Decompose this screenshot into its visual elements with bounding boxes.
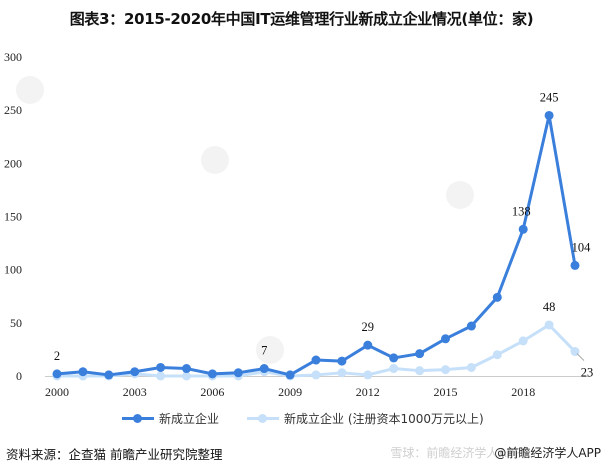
x-tick-label: 2000 [45, 385, 69, 399]
data-point[interactable] [544, 320, 554, 330]
data-point[interactable] [207, 369, 217, 379]
data-point[interactable] [492, 350, 502, 360]
y-tick-label: 100 [4, 263, 22, 277]
data-point[interactable] [78, 367, 88, 377]
x-tick-label: 2009 [278, 385, 302, 399]
legend-marker-dark-icon [122, 414, 154, 423]
footer-credit: 雪球：前瞻经济学人APP @前瞻经济学人APP [390, 444, 601, 461]
y-tick-label: 150 [4, 210, 22, 224]
y-tick-label: 0 [16, 369, 22, 383]
data-point[interactable] [130, 367, 140, 377]
legend: 新成立企业 新成立企业 (注册资本1000万元以上) [0, 410, 603, 430]
chart-title: 图表3：2015-2020年中国IT运维管理行业新成立企业情况(单位：家) [69, 10, 534, 28]
data-labels: 2 7 29 138 245 104 48 23 [54, 90, 593, 379]
data-point[interactable] [492, 292, 502, 302]
data-point[interactable] [389, 353, 399, 363]
data-label: 2 [54, 349, 60, 363]
data-point[interactable] [466, 362, 476, 372]
data-point[interactable] [518, 336, 528, 346]
data-point[interactable] [311, 370, 321, 380]
y-tick-label: 50 [10, 316, 22, 330]
credit-text: @前瞻经济学人APP [494, 446, 601, 460]
legend-item-large-capital[interactable]: 新成立企业 (注册资本1000万元以上) [247, 410, 484, 427]
data-point[interactable] [363, 370, 373, 380]
legend-item-all[interactable]: 新成立企业 [122, 410, 219, 427]
data-point[interactable] [182, 364, 191, 374]
data-point[interactable] [285, 370, 295, 380]
watermark-logos [16, 76, 474, 364]
data-point[interactable] [311, 355, 321, 365]
data-label: 104 [572, 240, 592, 254]
data-point[interactable] [441, 334, 450, 344]
data-point[interactable] [415, 349, 425, 359]
data-point[interactable] [259, 364, 269, 374]
y-tick-label: 200 [4, 156, 22, 170]
data-point[interactable] [337, 368, 347, 378]
y-tick-label: 300 [4, 50, 22, 64]
x-tick-label: 2006 [200, 385, 224, 399]
data-point[interactable] [104, 370, 114, 380]
data-point[interactable] [415, 366, 425, 376]
data-point[interactable] [156, 371, 166, 381]
data-point[interactable] [570, 260, 580, 270]
x-tick-label: 2003 [123, 385, 147, 399]
y-axis: 0 50 100 150 200 250 300 [4, 50, 22, 383]
data-point[interactable] [233, 368, 243, 378]
data-point[interactable] [544, 110, 554, 120]
data-label: 48 [543, 300, 556, 314]
legend-marker-light-icon [247, 414, 279, 423]
legend-label: 新成立企业 [159, 412, 220, 426]
x-tick-label: 2018 [511, 385, 535, 399]
data-label: 23 [581, 366, 594, 380]
data-point[interactable] [363, 340, 373, 350]
x-tick-label: 2012 [356, 385, 380, 399]
legend-label: 新成立企业 (注册资本1000万元以上) [284, 412, 484, 426]
data-label: 29 [362, 320, 375, 334]
x-tick-label: 2015 [434, 385, 458, 399]
data-point[interactable] [389, 364, 399, 374]
data-label: 7 [261, 344, 267, 358]
data-point[interactable] [182, 371, 191, 381]
y-tick-label: 250 [4, 103, 22, 117]
data-point[interactable] [156, 362, 166, 372]
xueqiu-watermark: 雪球：前瞻经济学人APP [390, 446, 521, 460]
data-label: 138 [512, 204, 531, 218]
series-layer [52, 110, 580, 381]
x-axis: 2000 2003 2006 2009 2012 2015 2018 [45, 385, 535, 399]
data-point[interactable] [518, 224, 528, 234]
data-point[interactable] [441, 365, 450, 375]
data-label: 245 [540, 90, 559, 104]
data-point[interactable] [337, 356, 347, 366]
data-point[interactable] [466, 321, 476, 331]
data-point[interactable] [52, 369, 62, 379]
source-note: 资料来源：企查猫 前瞻产业研究院整理 [6, 447, 223, 462]
series-new-companies [52, 110, 580, 380]
